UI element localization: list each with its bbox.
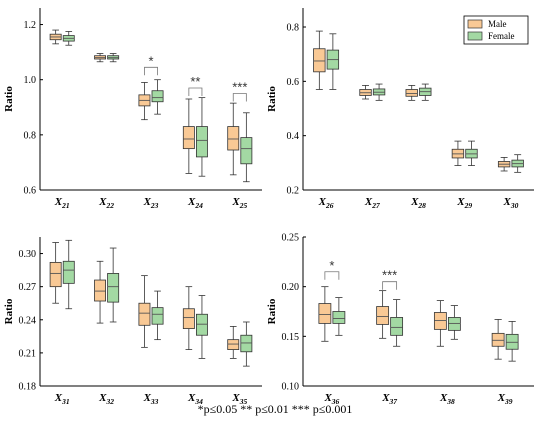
x-tick-label: X32 [98, 392, 114, 406]
significance-bracket [144, 66, 158, 76]
y-axis-label: Ratio [266, 298, 278, 324]
x-tick-label: X39 [497, 392, 513, 406]
y-tick-label: 0.6 [287, 77, 300, 88]
x-tick-label: X21 [54, 196, 70, 210]
box-male [227, 339, 240, 350]
significance-label: *** [232, 79, 247, 94]
x-tick-label: X30 [502, 196, 518, 210]
y-tick-label: 0.18 [19, 382, 37, 393]
legend-label-male: Male [488, 19, 507, 29]
x-tick-label: X25 [231, 196, 247, 210]
x-tick-label: X24 [187, 196, 203, 210]
box-male [94, 279, 107, 302]
y-tick-label: 0.8 [24, 130, 37, 141]
x-tick-label: X34 [187, 392, 203, 406]
box-male [313, 48, 326, 73]
box-male [227, 126, 240, 151]
y-tick-label: 1.0 [24, 75, 37, 86]
x-tick-label: X35 [231, 392, 247, 406]
legend: Male Female [463, 15, 529, 45]
x-tick-label: X29 [456, 196, 472, 210]
box-female [240, 334, 253, 353]
chart-panel-2: 0.2 0.4 0.6 0.8 Ratio X26 X27 X28 X29 X30 Male Fema… [266, 8, 534, 210]
box-female [332, 311, 346, 324]
y-tick-label: 0.4 [287, 131, 300, 142]
x-tick-label: X23 [143, 196, 159, 210]
y-tick-label: 0.8 [287, 23, 300, 34]
x-tick-label: X38 [439, 392, 455, 406]
significance-bracket [188, 87, 203, 96]
y-tick-label: 0.27 [19, 282, 37, 293]
significance-bracket [232, 93, 247, 102]
significance-footnote: *p≤0.05 ** p≤0.01 *** p≤0.001 [197, 402, 353, 416]
significance-label: * [148, 53, 153, 68]
legend-swatch-male [467, 19, 483, 29]
y-tick-label: 0.6 [24, 186, 37, 197]
box-male [49, 261, 62, 288]
box-male [182, 126, 195, 150]
box-male [491, 332, 505, 347]
box-female [195, 126, 208, 158]
x-tick-label: X31 [54, 392, 70, 406]
x-tick-label: X36 [323, 392, 339, 406]
box-male [318, 303, 332, 324]
box-female [62, 260, 75, 284]
legend-swatch-female [467, 31, 483, 41]
box-male [182, 308, 195, 330]
box-male [138, 302, 151, 326]
box-female [107, 273, 120, 303]
y-tick-label: 0.30 [19, 249, 37, 260]
y-tick-label: 0.25 [282, 233, 300, 244]
x-tick-label: X37 [381, 392, 397, 406]
y-tick-label: 0.24 [19, 315, 37, 326]
box-male [405, 89, 418, 97]
box-female [195, 313, 208, 336]
y-axis-label: Ratio [3, 298, 15, 324]
significance-label: * [329, 258, 334, 273]
box-female [151, 90, 164, 103]
box-male [433, 312, 447, 330]
legend-label-female: Female [488, 31, 515, 41]
box-female [390, 317, 404, 336]
y-axis-label: Ratio [3, 86, 15, 112]
chart-panel-3: 0.18 0.21 0.24 0.27 0.30 Ratio X31 X32 X33 X34 X35 [3, 237, 262, 406]
y-tick-label: 0.2 [287, 186, 300, 197]
x-tick-label: X33 [143, 392, 159, 406]
y-tick-label: 1.2 [24, 20, 37, 31]
x-tick-label: X27 [364, 196, 380, 210]
y-tick-label: 0.15 [282, 332, 300, 343]
significance-label: *** [382, 268, 397, 283]
significance-bracket [324, 271, 340, 280]
x-tick-label: X28 [410, 196, 426, 210]
box-female [505, 333, 519, 350]
y-axis-label: Ratio [266, 86, 278, 112]
y-tick-label: 0.10 [282, 382, 300, 393]
y-tick-label: 0.21 [19, 348, 37, 359]
box-male [376, 306, 390, 325]
x-tick-label: X22 [98, 196, 114, 210]
y-tick-label: 0.20 [282, 282, 300, 293]
box-female [240, 137, 253, 165]
x-tick-label: X26 [318, 196, 334, 210]
box-female [447, 317, 461, 331]
significance-label: ** [190, 74, 200, 89]
significance-bracket [382, 281, 398, 290]
box-female [151, 307, 164, 325]
